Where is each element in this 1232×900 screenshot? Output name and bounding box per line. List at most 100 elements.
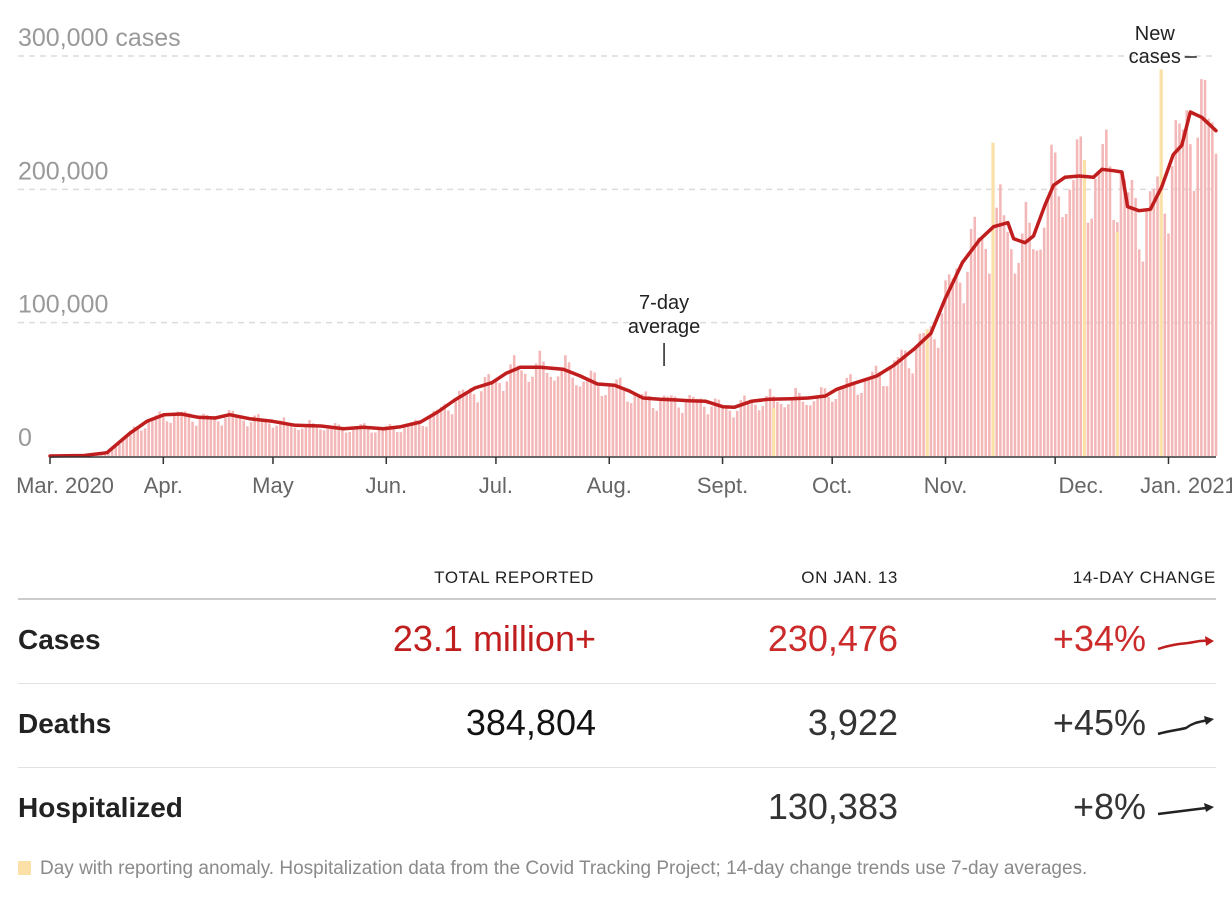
- case-bar: [549, 376, 553, 456]
- case-bar: [176, 411, 180, 456]
- case-bar: [125, 436, 129, 456]
- case-bar: [443, 404, 447, 456]
- case-bar: [315, 427, 319, 456]
- case-bar: [1181, 129, 1185, 457]
- case-bar: [1105, 129, 1108, 456]
- case-bar: [812, 401, 816, 456]
- case-bar: [311, 423, 315, 456]
- case-bar: [593, 372, 596, 456]
- x-tick-label: Sept.: [697, 473, 748, 498]
- case-bar: [399, 432, 403, 456]
- case-bar: [966, 271, 969, 456]
- anomaly-bar: [772, 408, 776, 456]
- case-bar: [403, 425, 406, 456]
- case-bar: [370, 432, 373, 456]
- case-bar: [578, 386, 582, 456]
- case-bar: [977, 237, 980, 456]
- case-bar: [1167, 233, 1170, 456]
- case-bar: [516, 365, 520, 456]
- y-tick-label: 200,000: [18, 157, 108, 185]
- case-bar: [531, 376, 534, 456]
- case-bar: [600, 395, 604, 456]
- case-bar: [1046, 197, 1050, 456]
- x-axis: Mar. 2020 Apr. May Jun. Jul. Aug. Sept. Oct. Nov…: [16, 456, 1232, 498]
- case-bar: [268, 423, 271, 456]
- case-bar: [216, 421, 220, 456]
- case-bar: [1075, 139, 1079, 456]
- case-bar: [911, 373, 914, 456]
- case-bar: [973, 216, 977, 456]
- case-bar: [1002, 215, 1006, 456]
- annotation-line: average: [628, 316, 700, 338]
- case-bar: [465, 391, 468, 456]
- case-bar: [191, 421, 194, 456]
- case-bar: [893, 360, 896, 456]
- case-bar: [907, 368, 911, 456]
- anomaly-swatch: [18, 861, 31, 875]
- y-axis-labels: 300,000 cases 200,000 100,000 0: [18, 24, 181, 452]
- case-bar: [308, 420, 311, 456]
- case-bar: [173, 414, 176, 456]
- case-bar: [505, 381, 509, 456]
- case-bar: [264, 421, 267, 456]
- case-bar: [1152, 188, 1156, 456]
- case-bar: [472, 394, 476, 456]
- case-bar: [834, 398, 838, 456]
- case-bar: [1112, 219, 1115, 456]
- case-bar: [1207, 118, 1210, 457]
- case-bar: [143, 428, 147, 456]
- x-tick-label: Nov.: [924, 473, 968, 498]
- case-bar: [984, 249, 987, 456]
- seven-day-average-line: [48, 110, 1218, 458]
- case-bar: [904, 350, 907, 456]
- case-bar: [154, 415, 158, 456]
- stats-table: TOTAL REPORTED ON JAN. 13 14-DAY CHANGE …: [18, 560, 1216, 851]
- case-bar: [703, 406, 706, 456]
- y-tick-label: 300,000 cases: [18, 24, 181, 52]
- case-bar: [545, 372, 549, 456]
- case-bar: [622, 388, 626, 456]
- case-bar: [1214, 153, 1218, 456]
- case-bar: [692, 396, 695, 456]
- case-bar: [162, 413, 165, 456]
- case-bar: [845, 377, 849, 456]
- case-bar: [271, 427, 275, 456]
- annotation-line: cases: [1129, 46, 1181, 68]
- case-bar: [300, 428, 304, 456]
- case-bar: [863, 379, 867, 456]
- case-bar: [958, 282, 962, 456]
- case-bar: [860, 392, 863, 456]
- case-bar: [523, 373, 527, 456]
- stats-header: TOTAL REPORTED ON JAN. 13 14-DAY CHANGE: [18, 560, 1216, 600]
- case-bar: [739, 400, 743, 456]
- case-bar: [289, 426, 293, 456]
- header-total-reported: TOTAL REPORTED: [434, 568, 594, 587]
- case-bar: [469, 388, 472, 456]
- case-bar: [779, 403, 783, 456]
- case-bar: [651, 408, 655, 456]
- row-label: Deaths: [18, 708, 112, 739]
- case-bar: [787, 404, 790, 456]
- case-bar: [1079, 136, 1083, 457]
- case-bar: [304, 424, 308, 456]
- case-bar: [553, 380, 556, 456]
- case-bar: [856, 394, 860, 456]
- case-bar: [1050, 144, 1053, 457]
- case-bar: [483, 377, 487, 456]
- case-bar: [450, 414, 454, 456]
- case-bar: [673, 396, 677, 456]
- case-bar: [962, 303, 966, 456]
- case-bar: [582, 381, 585, 456]
- case-bar: [458, 390, 461, 456]
- case-bar: [838, 390, 841, 456]
- case-bar: [147, 420, 150, 456]
- case-bar: [940, 313, 944, 456]
- case-bar: [183, 411, 187, 456]
- case-bar: [187, 413, 191, 456]
- case-bar: [151, 418, 154, 456]
- case-bar: [213, 415, 216, 456]
- case-bar: [750, 402, 754, 456]
- case-bar: [882, 386, 885, 456]
- case-bar: [626, 401, 629, 456]
